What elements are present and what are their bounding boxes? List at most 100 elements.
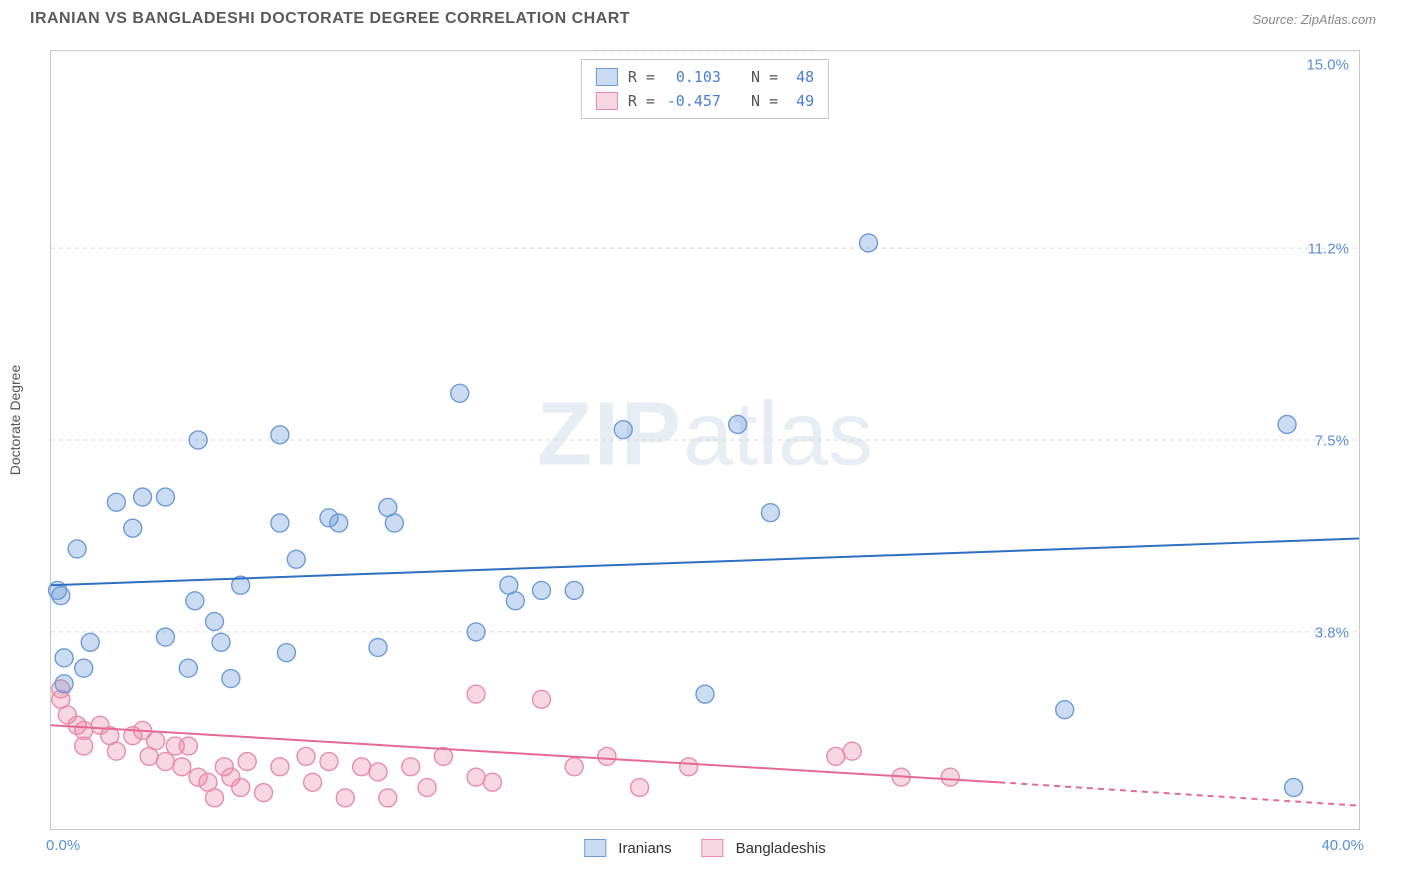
scatter-point-bangladeshis bbox=[107, 742, 125, 760]
scatter-point-iranians bbox=[451, 384, 469, 402]
y-tick-label: 7.5% bbox=[1315, 433, 1349, 450]
scatter-point-bangladeshis bbox=[304, 773, 322, 791]
scatter-point-bangladeshis bbox=[336, 789, 354, 807]
scatter-point-iranians bbox=[212, 633, 230, 651]
scatter-point-iranians bbox=[860, 234, 878, 252]
scatter-point-bangladeshis bbox=[238, 753, 256, 771]
x-axis-end-label: 40.0% bbox=[1321, 837, 1364, 854]
x-axis-start-label: 0.0% bbox=[46, 837, 80, 854]
scatter-point-iranians bbox=[565, 581, 583, 599]
scatter-point-iranians bbox=[696, 685, 714, 703]
n-value-0: 48 bbox=[784, 65, 814, 89]
legend-swatch-iranians bbox=[596, 68, 618, 86]
scatter-point-bangladeshis bbox=[206, 789, 224, 807]
scatter-point-iranians bbox=[271, 514, 289, 532]
scatter-point-iranians bbox=[1278, 415, 1296, 433]
scatter-point-iranians bbox=[1056, 701, 1074, 719]
scatter-point-iranians bbox=[107, 493, 125, 511]
scatter-point-iranians bbox=[271, 426, 289, 444]
scatter-point-bangladeshis bbox=[483, 773, 501, 791]
y-tick-label: 15.0% bbox=[1306, 57, 1349, 74]
scatter-point-iranians bbox=[729, 415, 747, 433]
y-tick-label: 11.2% bbox=[1308, 240, 1349, 257]
scatter-point-iranians bbox=[156, 628, 174, 646]
scatter-point-bangladeshis bbox=[379, 789, 397, 807]
scatter-point-bangladeshis bbox=[680, 758, 698, 776]
scatter-point-iranians bbox=[52, 587, 70, 605]
legend-label-iranians: Iranians bbox=[618, 840, 671, 857]
scatter-point-bangladeshis bbox=[156, 753, 174, 771]
legend-item-iranians: Iranians bbox=[584, 839, 671, 857]
scatter-point-iranians bbox=[189, 431, 207, 449]
r-value-0: 0.103 bbox=[661, 65, 721, 89]
r-label: R = bbox=[628, 89, 655, 113]
scatter-point-bangladeshis bbox=[941, 768, 959, 786]
chart-title: IRANIAN VS BANGLADESHI DOCTORATE DEGREE … bbox=[30, 10, 630, 28]
scatter-point-bangladeshis bbox=[147, 732, 165, 750]
chart-plot-area: ZIPatlas R = 0.103 N = 48 R = -0.457 N =… bbox=[50, 50, 1360, 830]
scatter-point-iranians bbox=[467, 623, 485, 641]
scatter-point-bangladeshis bbox=[467, 768, 485, 786]
scatter-point-iranians bbox=[369, 638, 387, 656]
scatter-point-iranians bbox=[186, 592, 204, 610]
scatter-point-iranians bbox=[222, 670, 240, 688]
scatter-point-iranians bbox=[761, 504, 779, 522]
scatter-point-bangladeshis bbox=[179, 737, 197, 755]
scatter-point-bangladeshis bbox=[843, 742, 861, 760]
legend-stats-box: R = 0.103 N = 48 R = -0.457 N = 49 bbox=[581, 59, 829, 119]
scatter-point-bangladeshis bbox=[827, 747, 845, 765]
scatter-point-iranians bbox=[287, 550, 305, 568]
scatter-point-bangladeshis bbox=[232, 779, 250, 797]
y-axis-title: Doctorate Degree bbox=[7, 365, 23, 476]
scatter-point-bangladeshis bbox=[297, 747, 315, 765]
legend-item-bangladeshis: Bangladeshis bbox=[702, 839, 826, 857]
n-label: N = bbox=[751, 89, 778, 113]
scatter-point-bangladeshis bbox=[271, 758, 289, 776]
scatter-point-bangladeshis bbox=[533, 690, 551, 708]
trend-line bbox=[999, 782, 1359, 805]
scatter-point-iranians bbox=[68, 540, 86, 558]
scatter-point-iranians bbox=[124, 519, 142, 537]
scatter-svg bbox=[51, 51, 1359, 829]
scatter-point-iranians bbox=[75, 659, 93, 677]
scatter-point-bangladeshis bbox=[467, 685, 485, 703]
scatter-point-iranians bbox=[81, 633, 99, 651]
trend-line bbox=[51, 539, 1359, 586]
scatter-point-bangladeshis bbox=[402, 758, 420, 776]
scatter-point-iranians bbox=[134, 488, 152, 506]
scatter-point-iranians bbox=[506, 592, 524, 610]
scatter-point-bangladeshis bbox=[598, 747, 616, 765]
scatter-point-iranians bbox=[55, 649, 73, 667]
scatter-point-iranians bbox=[156, 488, 174, 506]
legend-stats-row-1: R = -0.457 N = 49 bbox=[596, 89, 814, 113]
scatter-point-bangladeshis bbox=[631, 779, 649, 797]
legend-swatch-bangladeshis-bottom bbox=[702, 839, 724, 857]
y-tick-label: 3.8% bbox=[1315, 625, 1349, 642]
scatter-point-bangladeshis bbox=[418, 779, 436, 797]
scatter-point-bangladeshis bbox=[369, 763, 387, 781]
scatter-point-bangladeshis bbox=[320, 753, 338, 771]
scatter-point-bangladeshis bbox=[255, 784, 273, 802]
r-value-1: -0.457 bbox=[661, 89, 721, 113]
n-value-1: 49 bbox=[784, 89, 814, 113]
scatter-point-iranians bbox=[1285, 779, 1303, 797]
scatter-point-bangladeshis bbox=[565, 758, 583, 776]
scatter-point-iranians bbox=[614, 421, 632, 439]
scatter-point-iranians bbox=[55, 675, 73, 693]
n-label: N = bbox=[751, 65, 778, 89]
legend-stats-row-0: R = 0.103 N = 48 bbox=[596, 65, 814, 89]
scatter-point-iranians bbox=[206, 613, 224, 631]
scatter-point-iranians bbox=[330, 514, 348, 532]
scatter-point-iranians bbox=[385, 514, 403, 532]
legend-swatch-iranians-bottom bbox=[584, 839, 606, 857]
r-label: R = bbox=[628, 65, 655, 89]
scatter-point-bangladeshis bbox=[75, 737, 93, 755]
chart-source: Source: ZipAtlas.com bbox=[1252, 12, 1376, 27]
legend-label-bangladeshis: Bangladeshis bbox=[736, 840, 826, 857]
legend-swatch-bangladeshis bbox=[596, 92, 618, 110]
scatter-point-iranians bbox=[179, 659, 197, 677]
scatter-point-iranians bbox=[533, 581, 551, 599]
scatter-point-bangladeshis bbox=[173, 758, 191, 776]
legend-bottom: Iranians Bangladeshis bbox=[584, 839, 825, 857]
chart-header: IRANIAN VS BANGLADESHI DOCTORATE DEGREE … bbox=[0, 0, 1406, 36]
